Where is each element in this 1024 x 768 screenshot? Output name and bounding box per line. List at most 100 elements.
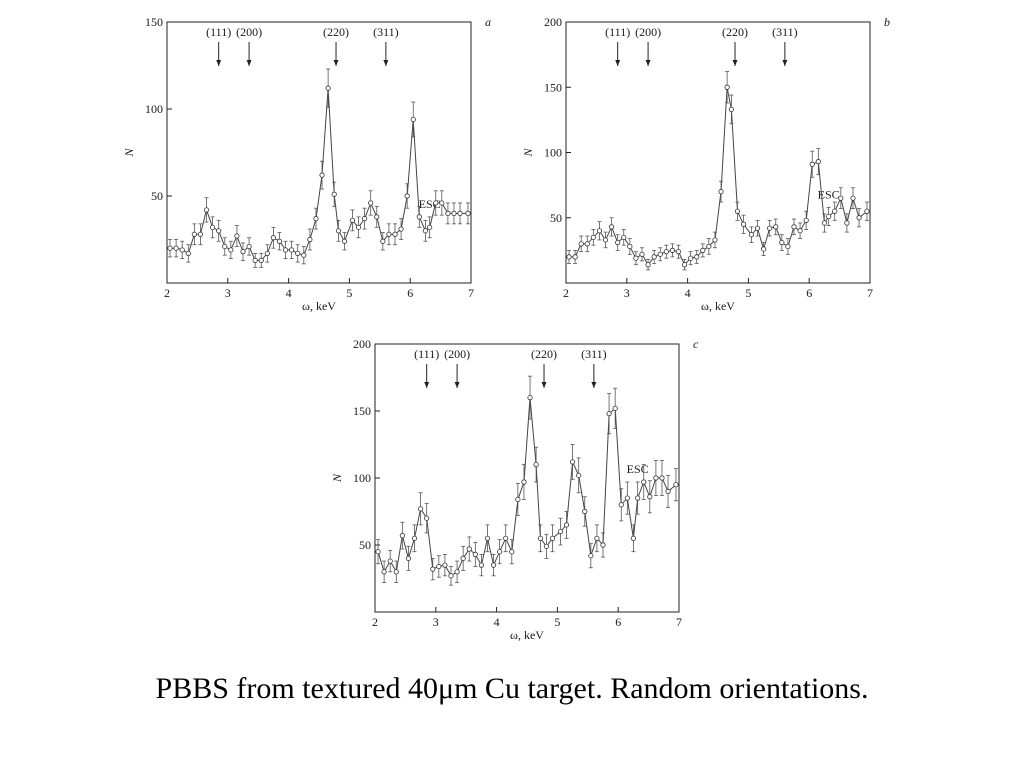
- data-point-c-46: [653, 475, 659, 481]
- data-point-c-28: [543, 543, 550, 549]
- data-point-c-39: [612, 405, 618, 411]
- data-point-c-4: [399, 533, 405, 539]
- data-point-c-6: [411, 535, 418, 541]
- peak-arrowhead-b-311: [782, 60, 788, 66]
- data-point-c-23: [515, 496, 521, 503]
- data-point-b-18: [675, 249, 682, 255]
- peak-arrowhead-b-220: [732, 60, 738, 66]
- data-point-a-17: [270, 235, 276, 241]
- plot-frame-c: [374, 343, 680, 613]
- data-point-c-9: [430, 566, 436, 572]
- data-point-a-10: [228, 247, 234, 253]
- data-point-b-37: [791, 224, 797, 230]
- peak-label-c-311: (311): [581, 347, 607, 361]
- data-point-a-49: [465, 210, 471, 216]
- data-point-a-13: [246, 243, 252, 250]
- x-tick-label-c-4: 4: [494, 615, 500, 629]
- data-point-b-7: [608, 224, 615, 230]
- data-point-c-2: [387, 558, 393, 564]
- plot-frame-b: [565, 21, 871, 284]
- series-line-c: [377, 397, 677, 577]
- peak-label-a-200: (200): [236, 25, 262, 39]
- x-tick-label-a-2: 2: [164, 286, 170, 300]
- figure-caption: PBBS from textured 40μm Cu target. Rando…: [155, 672, 869, 705]
- y-tick-label-a-100: 100: [145, 102, 163, 116]
- data-point-a-4: [191, 231, 197, 237]
- peak-arrowhead-c-311: [591, 382, 597, 388]
- data-point-b-38: [797, 228, 803, 234]
- data-point-a-37: [392, 231, 398, 237]
- data-point-b-14: [651, 254, 657, 260]
- data-point-c-13: [454, 569, 460, 575]
- y-axis-title-c: N: [330, 473, 344, 483]
- data-point-b-15: [657, 251, 663, 257]
- plot-frame-a: [166, 21, 472, 284]
- data-point-a-16: [264, 250, 270, 257]
- peak-label-c-220: (220): [531, 347, 557, 361]
- data-point-c-27: [537, 535, 543, 541]
- peak-arrowhead-a-200: [246, 60, 252, 66]
- y-tick-label-b-100: 100: [544, 146, 562, 160]
- x-tick-label-b-7: 7: [867, 286, 873, 300]
- peak-arrowhead-a-311: [383, 60, 389, 66]
- data-point-a-21: [295, 250, 301, 257]
- data-point-b-17: [669, 247, 676, 253]
- peak-arrowhead-a-220: [333, 60, 339, 66]
- x-tick-label-b-6: 6: [806, 286, 812, 300]
- y-tick-label-b-200: 200: [544, 15, 562, 29]
- y-tick-label-c-150: 150: [353, 404, 371, 418]
- peak-label-b-311: (311): [772, 25, 798, 39]
- data-point-a-42: [422, 228, 428, 234]
- data-point-a-15: [258, 257, 264, 263]
- data-point-a-0: [167, 245, 173, 251]
- data-point-c-20: [497, 549, 503, 555]
- data-point-a-8: [216, 228, 222, 234]
- data-point-b-10: [627, 243, 633, 250]
- peak-arrowhead-c-111: [424, 382, 430, 388]
- data-point-c-31: [563, 522, 570, 528]
- data-point-c-19: [490, 562, 497, 568]
- x-tick-label-b-4: 4: [685, 286, 691, 300]
- data-point-c-43: [635, 495, 641, 501]
- data-point-c-26: [533, 461, 539, 468]
- peak-label-c-200: (200): [444, 347, 470, 361]
- peak-arrowhead-c-220: [541, 382, 547, 388]
- data-point-b-4: [590, 234, 596, 240]
- y-tick-label-a-50: 50: [151, 189, 163, 203]
- peak-label-c-111: (111): [414, 347, 439, 361]
- data-point-b-9: [621, 234, 627, 240]
- x-axis-title-c: ω, keV: [510, 628, 544, 642]
- data-point-a-7: [210, 224, 216, 230]
- data-point-a-47: [451, 210, 457, 216]
- y-tick-label-c-200: 200: [353, 337, 371, 351]
- data-point-b-28: [734, 208, 741, 214]
- data-point-b-30: [748, 232, 755, 238]
- data-point-b-22: [700, 247, 706, 253]
- data-point-a-27: [331, 191, 337, 197]
- peak-arrowhead-b-200: [645, 60, 651, 66]
- data-point-b-19: [681, 262, 688, 268]
- data-point-c-18: [484, 535, 491, 541]
- data-point-a-19: [282, 247, 289, 253]
- data-point-b-44: [832, 208, 838, 214]
- peak-label-a-311: (311): [373, 25, 399, 39]
- data-point-a-36: [386, 231, 392, 237]
- y-tick-label-c-50: 50: [359, 538, 371, 552]
- data-point-c-35: [588, 553, 594, 559]
- data-point-b-12: [639, 251, 645, 257]
- data-point-b-24: [712, 237, 718, 243]
- data-point-a-26: [325, 85, 331, 91]
- data-point-a-5: [197, 231, 204, 237]
- data-point-c-38: [606, 411, 612, 417]
- data-point-b-25: [718, 189, 724, 195]
- data-point-b-23: [706, 243, 712, 250]
- data-point-a-34: [374, 214, 380, 220]
- data-point-c-42: [630, 535, 637, 541]
- data-point-a-38: [398, 226, 404, 232]
- data-point-c-0: [375, 549, 381, 555]
- data-point-a-35: [380, 238, 386, 244]
- data-point-b-36: [785, 243, 791, 250]
- data-point-c-33: [576, 472, 582, 478]
- data-point-c-41: [624, 495, 630, 501]
- data-point-c-45: [647, 494, 653, 500]
